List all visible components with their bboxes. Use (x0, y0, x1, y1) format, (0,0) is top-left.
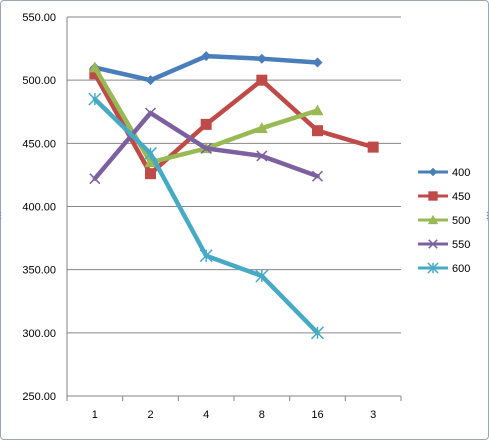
x-tick-label: 2 (147, 409, 153, 421)
legend[interactable]: 400 450 500 550 600 (418, 167, 470, 275)
data-point[interactable] (143, 146, 158, 160)
data-point[interactable] (89, 173, 101, 185)
legend-marker[interactable] (427, 262, 439, 274)
data-point[interactable] (311, 104, 324, 116)
data-point[interactable] (310, 326, 325, 340)
legend-entry-550[interactable]: 550 (418, 239, 470, 251)
series-450[interactable] (89, 68, 379, 180)
x-axis: 1 2 4 8 16 3 (66, 395, 402, 421)
series-line[interactable] (92, 96, 320, 336)
data-point[interactable] (255, 269, 269, 283)
legend-marker[interactable] (427, 214, 439, 225)
y-tick-label: 450.00 (22, 138, 56, 150)
x-tick-label: 1 (92, 409, 98, 421)
data-point[interactable] (312, 125, 323, 137)
legend-label: 400 (452, 167, 470, 179)
data-point[interactable] (200, 118, 212, 130)
legend-entry-600[interactable]: 600 (418, 262, 470, 275)
data-point[interactable] (89, 68, 101, 80)
data-point[interactable] (201, 51, 212, 62)
x-tick-label: 8 (259, 409, 265, 421)
legend-marker[interactable] (428, 167, 438, 177)
x-tick-label: 16 (311, 409, 323, 421)
legend-marker[interactable] (428, 191, 438, 201)
data-point[interactable] (367, 141, 379, 153)
x-tick-label: 4 (203, 409, 209, 421)
data-point[interactable] (145, 168, 156, 180)
legend-marker[interactable] (428, 239, 438, 249)
legend-entry-400[interactable]: 400 (418, 167, 470, 179)
data-point[interactable] (145, 75, 156, 86)
y-tick-label: 250.00 (22, 391, 56, 403)
data-point[interactable] (199, 249, 213, 263)
data-point[interactable] (144, 156, 157, 168)
series-500[interactable] (88, 61, 324, 168)
legend-label: 600 (452, 263, 470, 275)
plot-area (88, 51, 379, 340)
data-point[interactable] (256, 74, 268, 86)
y-tick-label: 350.00 (22, 265, 56, 277)
series-line[interactable] (92, 71, 376, 176)
data-point[interactable] (88, 61, 101, 73)
y-tick-label: 550.00 (22, 12, 56, 24)
data-point[interactable] (144, 107, 157, 119)
legend-entry-500[interactable]: 500 (418, 214, 470, 227)
series-600[interactable] (88, 92, 325, 340)
y-tick-label: 500.00 (22, 75, 56, 87)
resize-handle-left[interactable] (0, 211, 2, 221)
data-point[interactable] (256, 53, 267, 64)
data-point[interactable] (256, 150, 268, 162)
legend-label: 550 (452, 239, 470, 251)
data-point[interactable] (312, 57, 323, 68)
y-axis: 250.00 300.00 350.00 400.00 450.00 500.00 550.… (22, 12, 68, 403)
y-tick-label: 400.00 (22, 202, 56, 214)
x-tick-label: 3 (370, 409, 376, 421)
data-point[interactable] (311, 170, 324, 182)
resize-handle-right[interactable] (486, 211, 489, 221)
legend-label: 450 (452, 191, 470, 203)
y-tick-label: 300.00 (22, 328, 56, 340)
data-point[interactable] (255, 122, 268, 133)
data-point[interactable] (200, 142, 212, 154)
data-point[interactable] (88, 92, 102, 106)
legend-label: 500 (452, 215, 470, 227)
legend-entry-450[interactable]: 450 (418, 191, 470, 203)
